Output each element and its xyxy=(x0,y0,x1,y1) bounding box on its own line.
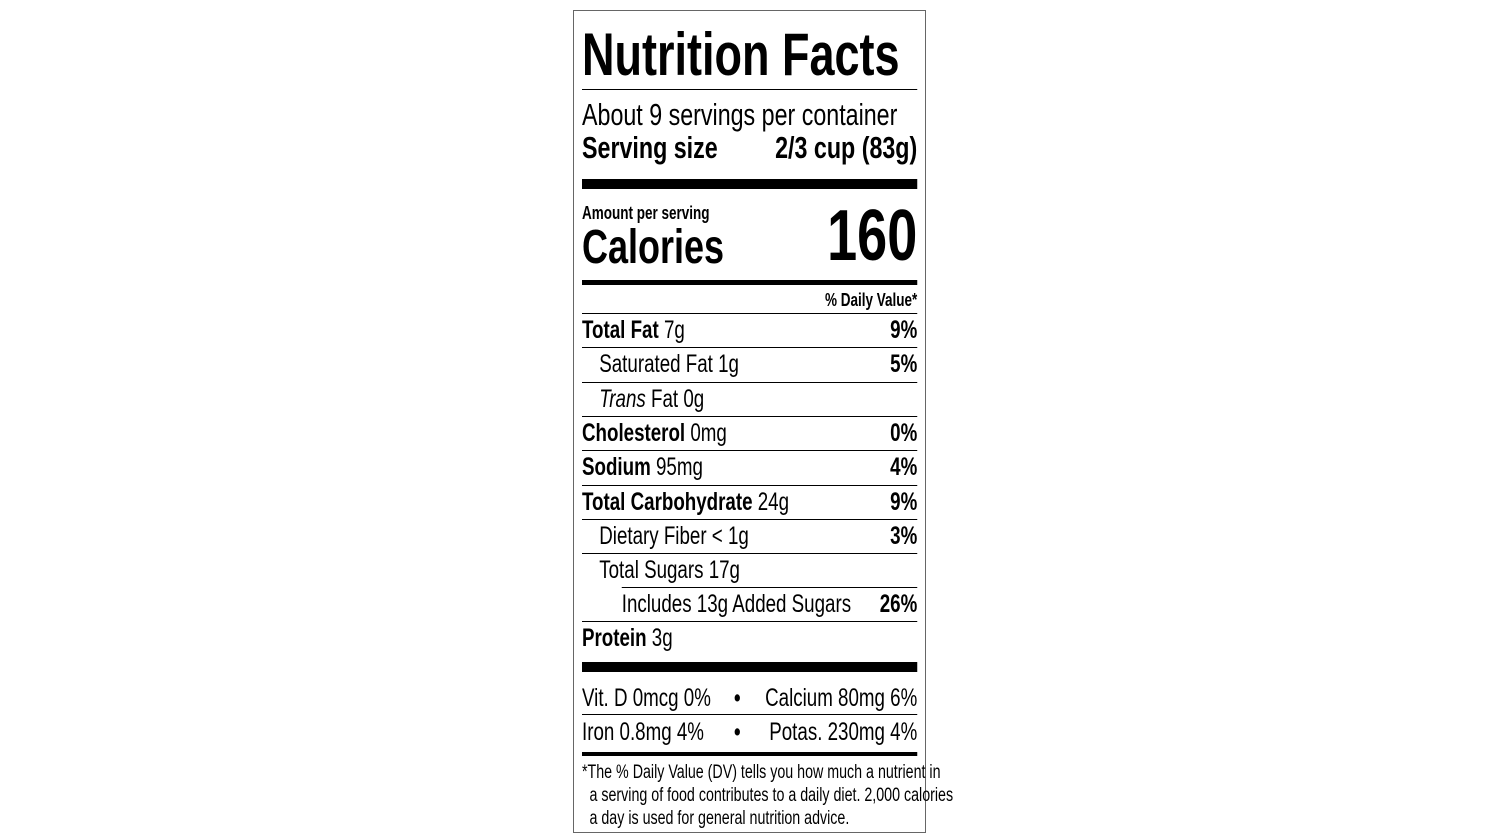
rule xyxy=(582,89,918,90)
serving-size-label: Serving size xyxy=(582,130,718,165)
nutrient-name: Saturated Fat xyxy=(599,350,713,378)
nutrient-name: Total Fat xyxy=(582,316,659,344)
nutrient-dv: 5% xyxy=(890,350,918,378)
nutrient-amount: 24g xyxy=(757,488,790,516)
nutrient-amount: 1g xyxy=(718,350,739,378)
nutrient-name: Protein xyxy=(582,624,647,652)
nutrient-name: Includes 13g Added Sugars xyxy=(621,589,852,618)
calories-value: 160 xyxy=(827,196,918,276)
nutrient-dv: 9% xyxy=(890,488,918,516)
nutrient-name: Fat xyxy=(651,385,679,413)
serving-size: Serving size 2/3 cup (83g) xyxy=(582,131,917,165)
serving-size-value: 2/3 cup (83g) xyxy=(775,130,918,165)
nutrient-amount: 7g xyxy=(663,316,685,344)
servings: About 9 servings per container xyxy=(582,97,898,132)
title: Nutrition Facts xyxy=(582,21,900,88)
nutrition-label: Nutrition Facts About 9 servings per con… xyxy=(582,0,953,840)
footnote-line: a day is used for general nutrition advi… xyxy=(589,808,850,829)
nutrient-dv: 3% xyxy=(890,522,918,550)
vitamin-row: Iron 0.8mg 4% • Potas. 230mg 4% xyxy=(582,715,917,749)
nutrient-name: Dietary Fiber xyxy=(599,522,707,550)
amount-per-serving: Amount per serving xyxy=(582,203,710,223)
nutrient-row: Cholesterol 0mg 0% xyxy=(582,416,918,450)
nutrient-row: Total Carbohydrate 24g 9% xyxy=(582,485,918,519)
nutrient-name: Total Carbohydrate xyxy=(582,488,753,516)
rule xyxy=(621,587,918,588)
footnote-line: a serving of food contributes to a daily… xyxy=(589,785,954,806)
bullet: • xyxy=(733,717,741,746)
nutrient-name-italic: Trans xyxy=(599,385,646,413)
rule xyxy=(582,714,918,715)
bullet: • xyxy=(733,683,741,712)
label-border xyxy=(573,10,926,833)
nutrient-row: Saturated Fat 1g 5% xyxy=(582,347,918,381)
medium-rule xyxy=(582,280,918,285)
thick-rule xyxy=(582,179,918,189)
nutrient-amount: 17g xyxy=(708,556,740,584)
nutrient-dv: 4% xyxy=(890,453,918,481)
nutrient-dv: 26% xyxy=(879,589,918,618)
nutrient-amount: 0mg xyxy=(690,419,727,447)
nutrient-row: Sodium 95mg 4% xyxy=(582,450,918,484)
nutrient-name: Sodium xyxy=(582,453,651,481)
nutrient-amount: 0g xyxy=(683,385,705,413)
nutrient-amount: 95mg xyxy=(655,453,703,481)
medium-rule xyxy=(582,752,918,756)
thick-rule xyxy=(582,662,918,672)
nutrient-row: Dietary Fiber < 1g 3% xyxy=(582,519,918,553)
vitamin: Vit. D 0mcg 0% xyxy=(582,683,711,712)
nutrient-name: Total Sugars xyxy=(599,556,704,584)
nutrient-dv: 0% xyxy=(890,419,918,447)
footnote-line: *The % Daily Value (DV) tells you how mu… xyxy=(582,762,941,783)
vitamin: Potas. 230mg 4% xyxy=(769,717,918,746)
vitamin: Calcium 80mg 6% xyxy=(765,683,918,712)
nutrient-name: Cholesterol xyxy=(582,419,686,447)
nutrient-row: Total Sugars 17g xyxy=(582,553,918,587)
nutrient-amount: < 1g xyxy=(711,522,749,550)
nutrient-dv: 9% xyxy=(890,316,918,344)
nutrient-row: Trans Fat 0g xyxy=(582,382,918,416)
nutrient-row: Includes 13g Added Sugars 26% xyxy=(582,587,918,621)
dv-header: % Daily Value* xyxy=(824,290,918,310)
vitamin: Iron 0.8mg 4% xyxy=(582,717,704,746)
vitamin-row: Vit. D 0mcg 0% • Calcium 80mg 6% xyxy=(582,681,917,715)
nutrient-row: Protein 3g xyxy=(582,621,918,655)
nutrient-row: Total Fat 7g 9% xyxy=(582,313,918,347)
calories-label: Calories xyxy=(582,221,725,274)
nutrient-amount: 3g xyxy=(651,624,673,652)
